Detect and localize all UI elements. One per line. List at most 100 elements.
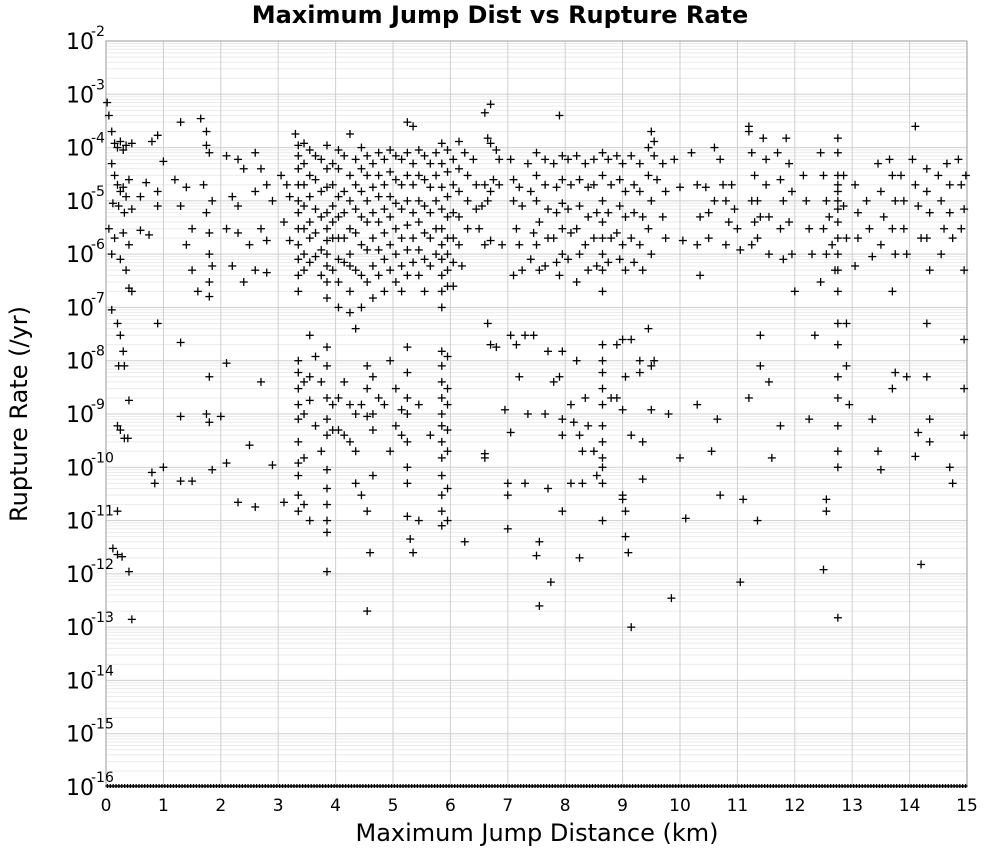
data-point: [311, 252, 320, 261]
data-point: [351, 324, 360, 333]
data-point: [664, 410, 673, 418]
data-point: [118, 552, 127, 561]
x-tick-label: 2: [215, 796, 226, 816]
data-point: [234, 498, 243, 507]
data-point: [176, 118, 185, 127]
x-tick-label: 0: [101, 796, 112, 816]
y-axis-ticks: 10-210-310-410-510-610-710-810-910-1010-…: [66, 24, 114, 801]
data-point: [589, 447, 598, 456]
data-point: [833, 393, 842, 402]
data-point: [512, 340, 521, 349]
data-point: [558, 224, 567, 233]
y-tick-exponent: -13: [91, 610, 114, 626]
data-point: [403, 437, 412, 446]
data-point: [575, 431, 584, 440]
data-point: [294, 196, 303, 205]
data-point: [598, 368, 607, 377]
data-point: [443, 426, 452, 435]
data-point: [107, 250, 116, 259]
data-point: [305, 331, 314, 340]
data-point: [598, 234, 607, 243]
data-point: [391, 224, 400, 233]
data-point: [896, 171, 905, 180]
data-point: [403, 196, 412, 205]
data-point: [328, 202, 337, 211]
data-point: [251, 187, 260, 196]
data-point: [598, 196, 607, 205]
data-point: [305, 396, 314, 405]
data-point: [437, 271, 446, 280]
data-point: [925, 208, 934, 217]
data-point: [925, 266, 934, 275]
data-point: [954, 155, 963, 164]
data-point: [733, 224, 742, 233]
data-point: [739, 495, 748, 504]
data-point: [317, 447, 326, 456]
data-point: [693, 240, 702, 249]
data-point: [262, 180, 271, 189]
data-point: [940, 224, 949, 233]
data-point: [876, 465, 885, 474]
data-point: [282, 180, 291, 189]
data-point: [294, 437, 303, 446]
y-tick-exponent: -15: [91, 717, 114, 733]
data-point: [124, 396, 133, 405]
data-point: [615, 202, 624, 211]
data-point: [713, 415, 722, 424]
data-point: [437, 255, 446, 264]
data-point: [202, 410, 211, 418]
data-point: [503, 479, 512, 488]
data-point: [363, 507, 372, 516]
data-point: [432, 250, 441, 259]
y-tick-label: 10-5: [66, 184, 105, 215]
data-point: [773, 148, 782, 157]
data-point: [426, 431, 435, 440]
data-point: [153, 202, 162, 211]
data-point: [621, 532, 630, 541]
data-point: [414, 196, 423, 205]
data-point: [549, 377, 558, 386]
data-point: [127, 615, 136, 624]
data-point: [245, 240, 254, 249]
data-point: [724, 218, 733, 227]
data-point: [334, 192, 343, 201]
data-point: [555, 372, 564, 381]
data-point: [202, 141, 211, 150]
data-point: [759, 134, 768, 143]
data-point: [618, 159, 627, 168]
data-point: [294, 459, 303, 468]
data-point: [357, 400, 366, 409]
data-point: [322, 567, 331, 576]
data-point: [521, 331, 530, 340]
data-point: [414, 218, 423, 227]
data-point: [386, 447, 395, 456]
data-point: [558, 199, 567, 208]
data-point: [116, 137, 125, 146]
data-point: [403, 393, 412, 402]
data-point: [612, 393, 621, 402]
data-point: [122, 192, 131, 201]
data-point: [122, 266, 131, 275]
data-point: [124, 567, 133, 576]
data-point: [472, 205, 481, 214]
data-point: [833, 319, 842, 328]
data-point: [147, 468, 156, 477]
y-tick-label: 10-9: [66, 397, 105, 428]
data-point: [805, 415, 814, 424]
data-point: [495, 155, 504, 164]
data-point: [566, 479, 575, 488]
data-point: [437, 159, 446, 168]
data-point: [960, 335, 969, 344]
data-point: [426, 261, 435, 270]
data-point: [618, 240, 627, 249]
data-point: [696, 212, 705, 221]
y-tick-exponent: -4: [91, 131, 105, 147]
data-point: [868, 415, 877, 424]
data-point: [328, 159, 337, 168]
data-point: [403, 118, 412, 127]
data-point: [707, 447, 716, 456]
data-point: [612, 228, 621, 237]
y-tick-base: 10: [66, 776, 94, 801]
data-point: [779, 196, 788, 205]
